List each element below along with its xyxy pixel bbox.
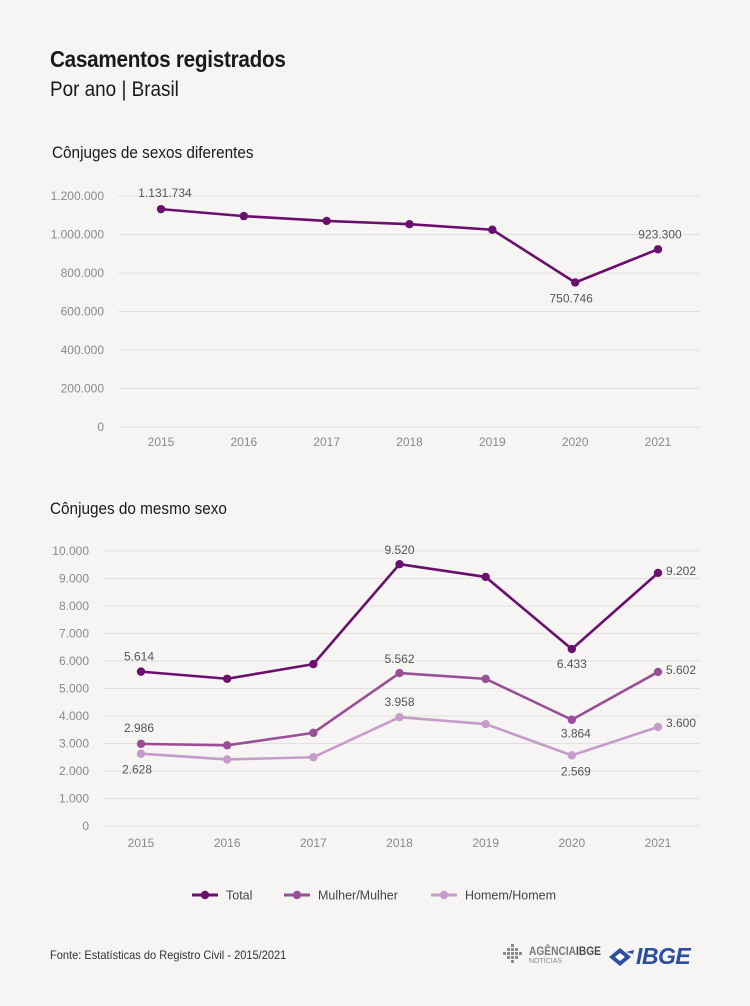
y-tick-label: 2.000 (59, 764, 89, 778)
x-tick-label: 2020 (562, 435, 589, 449)
data-point (322, 216, 331, 226)
data-label: 2.628 (122, 763, 152, 777)
legend-swatch-dot (439, 890, 449, 900)
data-label: 6.433 (557, 657, 587, 671)
legend-label: Total (226, 889, 252, 903)
data-label: 2.569 (561, 764, 591, 778)
agencia-mark-icon (503, 944, 522, 963)
legend-swatch-dot (292, 890, 302, 900)
data-point (653, 245, 663, 254)
y-tick-label: 3.000 (59, 737, 89, 751)
data-point (653, 722, 663, 732)
legend-label: Homem/Homem (465, 889, 556, 903)
chart-sexos-diferentes: 0 200.000 400.000 600.000 800.000 1.000.000 1.… (51, 186, 700, 449)
chart-mesmo-sexo: 0 1.000 2.000 3.000 4.000 5.000 6.000 7.000 8.00… (52, 543, 700, 850)
data-point (567, 644, 577, 654)
x-tick-label: 2019 (479, 435, 506, 449)
y-tick-label: 7.000 (59, 627, 89, 641)
y-tick-label: 1.000.000 (51, 228, 105, 242)
y-tick-label: 0 (97, 420, 104, 434)
data-label: 9.202 (666, 564, 696, 578)
chart-legend: Total Mulher/Mulher Homem/Homem (192, 889, 556, 903)
y-tick-label: 1.000 (59, 792, 89, 806)
data-label: 9.520 (384, 543, 414, 557)
ibge-logo-text: IBGE (636, 943, 691, 969)
y-tick-label: 5.000 (59, 682, 89, 696)
y-tick-label: 10.000 (52, 544, 89, 558)
chart-main-title: Casamentos registrados (50, 46, 286, 72)
data-point (309, 728, 318, 738)
data-point (156, 204, 166, 214)
data-point (222, 741, 232, 750)
data-label: 1.131.734 (138, 186, 192, 200)
data-point (395, 668, 404, 678)
data-label: 750.746 (549, 291, 593, 305)
data-label: 3.600 (666, 716, 696, 730)
y-tick-label: 200.000 (61, 382, 105, 396)
data-point (567, 715, 577, 724)
data-point (222, 674, 232, 683)
data-point (309, 659, 318, 669)
x-tick-label: 2018 (396, 435, 423, 449)
agencia-logo-bold: IBGE (576, 944, 601, 958)
x-tick-label: 2018 (386, 836, 413, 850)
data-point (405, 220, 414, 229)
x-tick-label: 2019 (472, 836, 499, 850)
ibge-logo: IBGE (606, 943, 691, 970)
legend-label: Mulher/Mulher (318, 889, 398, 903)
data-label: 5.562 (384, 652, 414, 666)
data-point (653, 667, 663, 677)
agencia-ibge-logo: AGÊNCIAIBGE NOTÍCIAS (502, 943, 614, 967)
data-point (653, 568, 663, 578)
y-tick-label: 9.000 (59, 572, 89, 586)
data-label: 5.614 (124, 650, 154, 664)
y-tick-label: 4.000 (59, 709, 89, 723)
data-label: 5.602 (666, 663, 696, 677)
agencia-logo-word: AGÊNCIA (529, 944, 577, 958)
x-tick-label: 2017 (300, 836, 327, 850)
data-point (309, 753, 318, 762)
data-label: 3.864 (561, 727, 591, 741)
x-tick-label: 2016 (230, 435, 257, 449)
legend-swatch-dot (200, 890, 210, 900)
chart-subtitle: Por ano | Brasil (50, 78, 179, 101)
data-point (136, 749, 146, 758)
data-point (136, 667, 146, 676)
data-label: 2.986 (124, 721, 154, 735)
x-tick-label: 2016 (214, 836, 241, 850)
data-point (481, 719, 490, 729)
x-tick-label: 2021 (645, 836, 672, 850)
y-tick-label: 1.200.000 (51, 189, 105, 203)
y-tick-label: 800.000 (61, 266, 105, 280)
x-tick-label: 2015 (148, 435, 175, 449)
data-point (567, 751, 577, 760)
data-point (239, 211, 249, 221)
y-tick-label: 8.000 (59, 599, 89, 613)
x-tick-label: 2021 (645, 435, 672, 449)
x-tick-label: 2020 (558, 836, 585, 850)
data-point (222, 755, 232, 764)
data-label: 923.300 (638, 227, 682, 241)
ibge-diamond-icon (609, 947, 634, 966)
agencia-logo-sub: NOTÍCIAS (529, 958, 563, 965)
data-point (481, 674, 490, 684)
y-tick-label: 0 (82, 819, 89, 833)
chart1-title: Cônjuges de sexos diferentes (52, 143, 254, 162)
x-tick-label: 2017 (313, 435, 340, 449)
y-tick-label: 600.000 (61, 305, 105, 319)
data-point (136, 739, 146, 749)
x-tick-label: 2015 (128, 836, 155, 850)
y-tick-label: 6.000 (59, 654, 89, 668)
y-tick-label: 400.000 (61, 343, 105, 357)
data-point (488, 225, 497, 234)
data-label: 3.958 (384, 695, 414, 709)
data-point (395, 712, 404, 722)
source-note: Fonte: Estatísticas do Registro Civil - … (50, 948, 287, 962)
chart2-title: Cônjuges do mesmo sexo (50, 499, 227, 518)
data-point (395, 560, 404, 569)
data-point (570, 278, 580, 287)
data-point (481, 572, 490, 582)
